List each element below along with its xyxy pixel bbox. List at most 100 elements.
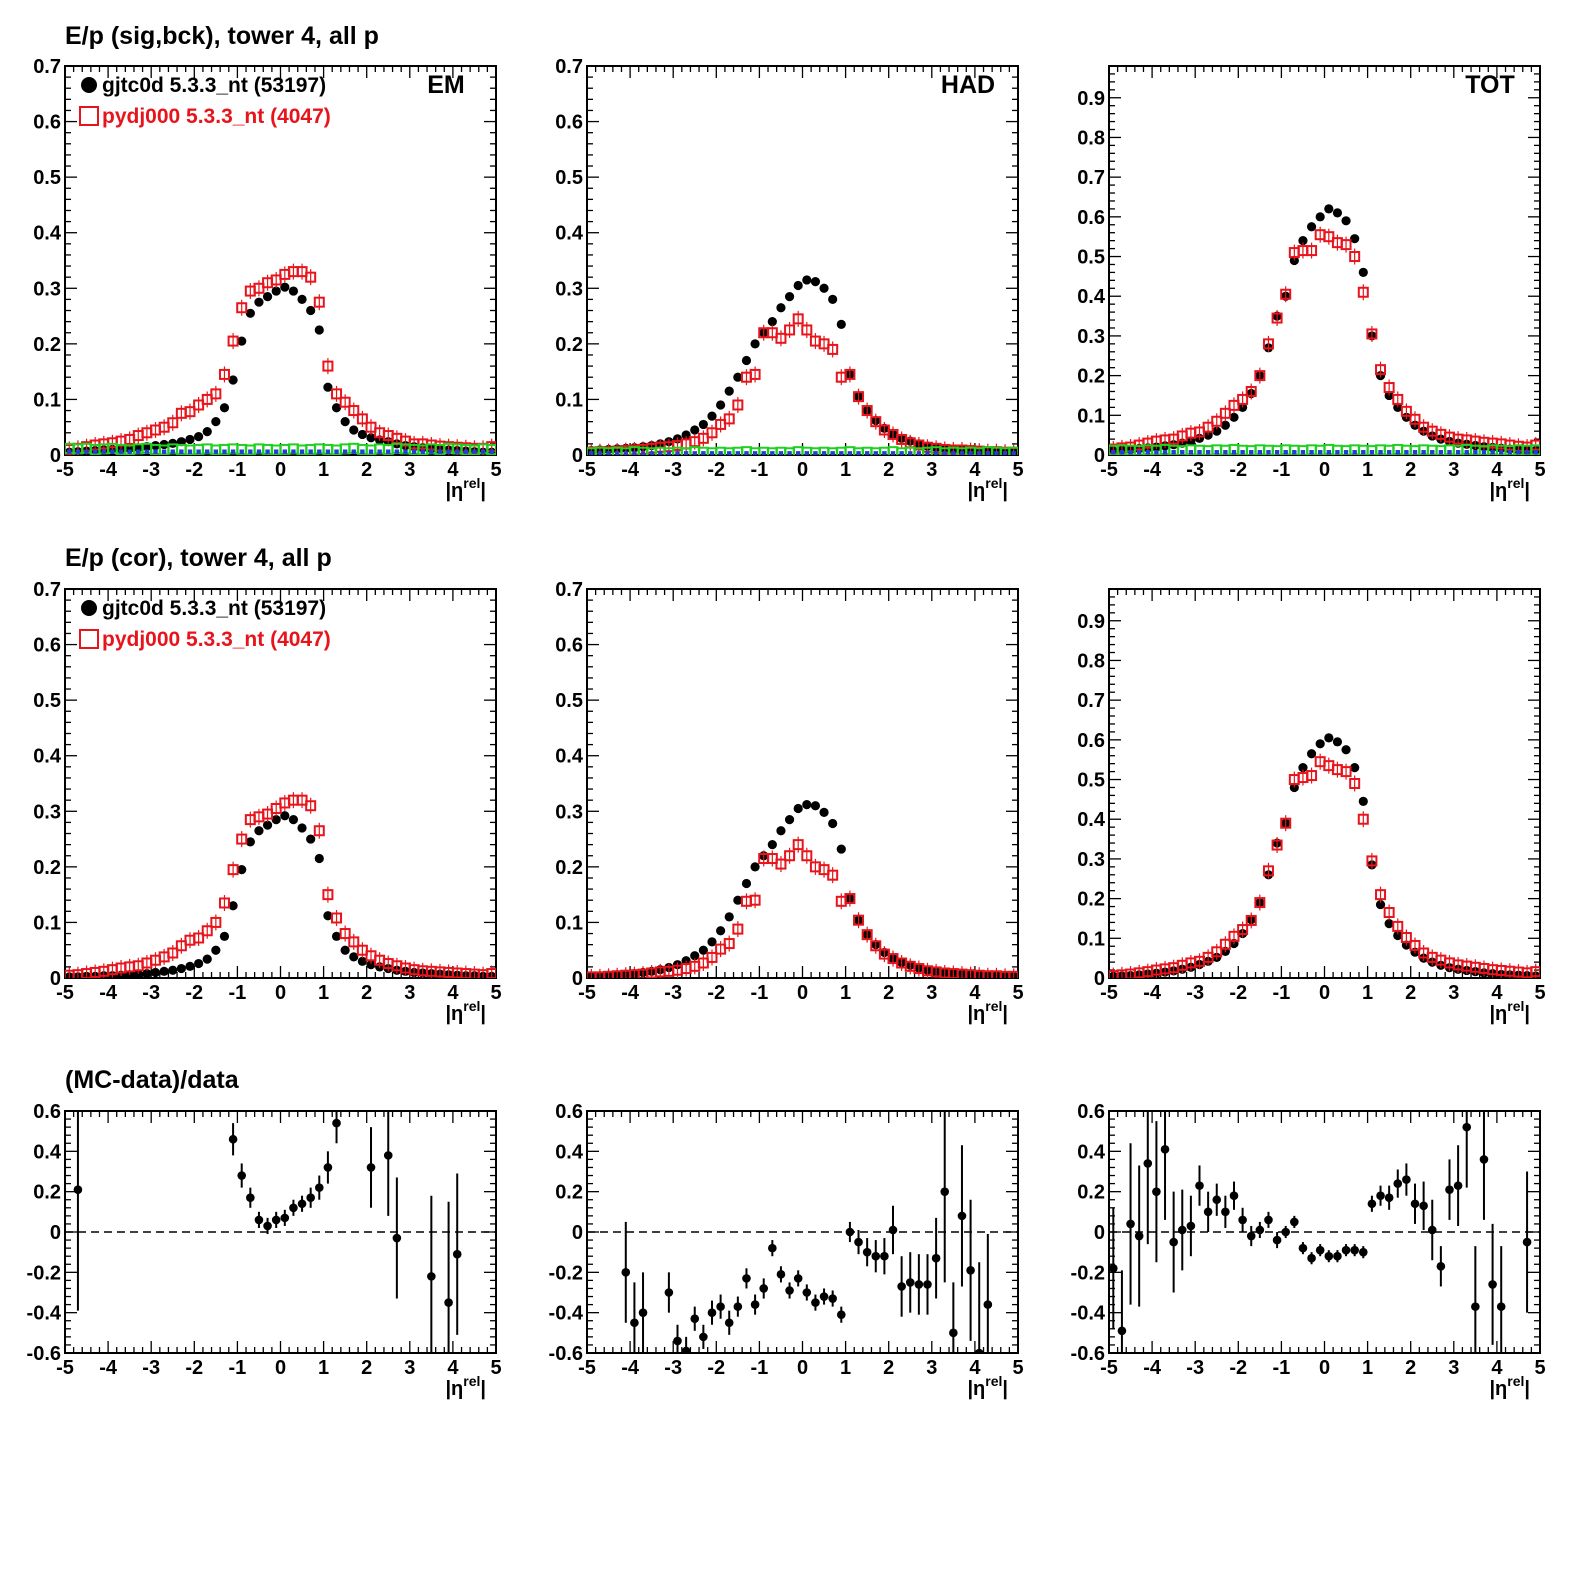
x-tick-label: 2 (883, 459, 894, 481)
y-ticks: 0 0.1 0.2 0.3 0.4 0.5 0.6 0.7 (33, 56, 496, 467)
background-data-point (75, 449, 81, 454)
background-data-point (265, 449, 270, 454)
background-data-point (1231, 450, 1237, 455)
x-tick-label: -4 (621, 982, 640, 1004)
background-data-point (334, 449, 339, 454)
ratio-point (621, 1268, 631, 1277)
mc-point (1008, 970, 1018, 978)
background-data-point (230, 449, 236, 454)
mc-point (1340, 766, 1352, 778)
data-point (750, 339, 760, 349)
mc-point (775, 858, 787, 870)
ratio-point (845, 1227, 855, 1237)
mc-point (706, 427, 718, 439)
ratio-point (1126, 1219, 1135, 1229)
x-tick-label: 2 (361, 459, 372, 481)
data-point (185, 961, 195, 971)
background-data-point (623, 451, 628, 455)
x-axis-label: |ηrel| (1489, 475, 1530, 502)
ratio-point (1410, 1199, 1420, 1209)
background-data-point (248, 449, 253, 454)
y-ticks: -0.6 -0.4 -0.2 0 0.2 0.4 0.6 (27, 1101, 496, 1365)
data-point (314, 325, 324, 335)
ratio-point (905, 1278, 915, 1287)
x-tick-label: 1 (1362, 459, 1373, 481)
mc-point (1262, 865, 1274, 877)
mc-point (227, 864, 239, 876)
y-tick-label: 0.5 (1077, 247, 1105, 269)
mc-point (348, 936, 360, 948)
background-data-point (709, 451, 715, 455)
background-data-point (1404, 450, 1409, 455)
ratio-point (383, 1151, 393, 1160)
x-tick-label: 3 (1448, 1357, 1459, 1379)
ratio-point (811, 1298, 820, 1307)
y-tick-label: 0 (572, 445, 583, 467)
background-data-point (1145, 450, 1150, 455)
x-axis-label: |ηrel| (967, 998, 1008, 1025)
mc-point (218, 368, 230, 380)
background-data-point (1464, 450, 1469, 455)
y-tick-label: 0.7 (1077, 167, 1105, 189)
data-point (810, 801, 821, 811)
background-data-point (239, 449, 244, 454)
ratio-point (1471, 1302, 1480, 1311)
mc-point (1219, 407, 1231, 419)
ratio-point (1462, 1122, 1472, 1132)
data-point (1298, 763, 1308, 773)
background-data-point (718, 451, 723, 455)
x-tick-label: -4 (99, 1357, 118, 1379)
data-point (262, 292, 273, 302)
mc-point (1375, 364, 1387, 376)
ratio-point (940, 1187, 950, 1196)
mc-point (784, 324, 796, 336)
data-point (194, 958, 204, 969)
background-data-point (770, 451, 775, 455)
y-tick-label: 0.6 (555, 112, 583, 134)
data-point (288, 815, 299, 825)
ratio-point (1350, 1245, 1359, 1255)
ratio-point (1367, 1199, 1377, 1209)
legend-data-label: gjtc0d 5.3.3_nt (53197) (102, 74, 326, 97)
mc-point (801, 324, 813, 336)
background-data-point (1524, 450, 1530, 455)
x-tick-label: -5 (578, 459, 596, 481)
ratio-point (974, 1348, 984, 1353)
mc-point (732, 399, 744, 411)
background-data-point (463, 449, 469, 454)
data-marks (1109, 204, 1540, 455)
y-tick-label: 0.5 (33, 167, 61, 189)
y-tick-label: 0.8 (1077, 127, 1105, 149)
background-data-point (411, 449, 417, 454)
data-point (219, 403, 230, 413)
mc-point (1228, 399, 1240, 411)
legend-mc-label: pydj000 5.3.3_nt (4047) (102, 105, 331, 128)
data-marks (1109, 1111, 1532, 1353)
mc-point (313, 296, 325, 308)
mc-point (853, 391, 865, 403)
background-data-point (446, 449, 451, 454)
mc-point (322, 360, 334, 372)
mc-point (775, 332, 787, 344)
mc-point (1383, 382, 1395, 394)
background-data-point (1499, 450, 1504, 455)
y-tick-label: 0.6 (33, 1101, 61, 1123)
data-point (690, 425, 700, 435)
y-tick-label: 0.4 (555, 223, 584, 245)
mc-point (210, 916, 222, 928)
data-point (297, 823, 307, 833)
mc-point (193, 932, 205, 944)
y-ticks: 0 0.1 0.2 0.3 0.4 0.5 0.6 0.7 0.8 0.9 (1077, 588, 1540, 990)
x-tick-label: 0 (797, 982, 808, 1004)
y-tick-label: 0.3 (555, 278, 583, 300)
background-data-point (589, 451, 594, 455)
x-tick-label: 5 (1534, 982, 1545, 1004)
x-axis-label: |ηrel| (967, 1373, 1008, 1400)
x-tick-label: 4 (1491, 459, 1503, 481)
data-point (331, 403, 342, 413)
x-tick-label: -3 (142, 1357, 160, 1379)
panel-sig-had: -5 -4 -3 -2 -1 0 1 2 3 4 5 0 0.1 0.2 0.3 0.4 0.5 0.6 0.7 |η… (555, 56, 1023, 502)
background-data-point (994, 451, 999, 455)
data-marks (73, 1111, 462, 1353)
